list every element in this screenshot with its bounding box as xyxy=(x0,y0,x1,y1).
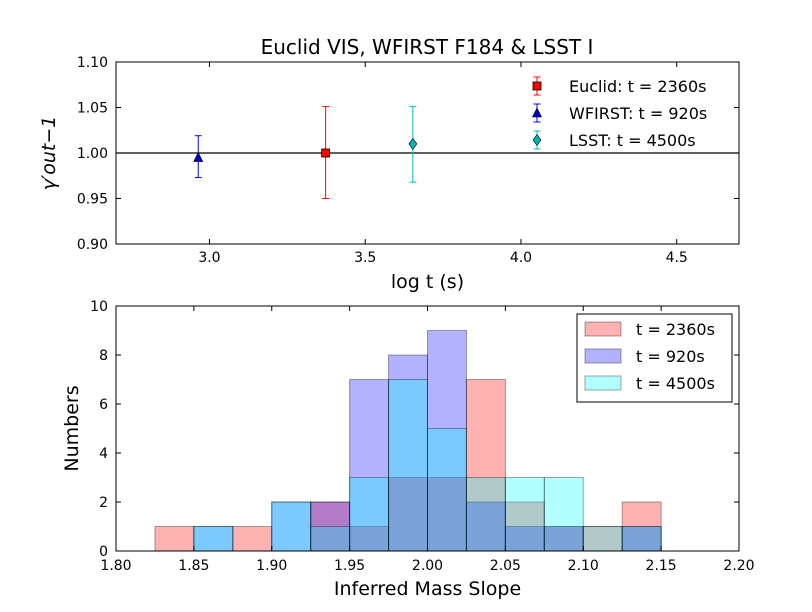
x-tick-label: 1.80 xyxy=(100,558,131,574)
histogram-bar xyxy=(543,526,584,552)
histogram-bar xyxy=(543,526,584,552)
legend-label: t = 920s xyxy=(636,347,705,366)
legend-box xyxy=(576,313,733,403)
top-errorbar-chart: 3.0 3.5 4.0 4.5 0.90 0.95 1.00 1.05 1.10 log t (s… xyxy=(38,55,740,293)
legend-label: t = 2360s xyxy=(636,320,715,339)
legend-label: Euclid: t = 2360s xyxy=(569,77,706,96)
y-tick-label: 1.00 xyxy=(77,146,108,162)
data-point xyxy=(408,137,418,150)
data-point xyxy=(193,151,204,162)
histogram-bar xyxy=(582,526,623,552)
x-axis-label: log t (s) xyxy=(391,271,464,293)
histogram-bar xyxy=(193,526,234,552)
histogram-bar xyxy=(621,526,662,552)
histogram-bar xyxy=(388,477,428,552)
y-tick-label: 10 xyxy=(90,299,108,315)
chart-title: Euclid VIS, WFIRST F184 & LSST I xyxy=(261,35,594,59)
x-tick-label: 1.90 xyxy=(256,558,287,574)
y-tick-label: 0.95 xyxy=(77,192,108,208)
legend-label: WFIRST: t = 920s xyxy=(569,104,707,123)
legend-marker xyxy=(532,107,542,118)
histogram-bar xyxy=(465,477,506,552)
y-tick-label: 1.05 xyxy=(77,101,108,117)
legend-label: t = 4500s xyxy=(636,374,715,393)
x-tick-label: 2.05 xyxy=(490,558,521,574)
histogram-bar xyxy=(427,477,467,552)
histogram-bar xyxy=(310,501,351,552)
histogram-bar xyxy=(193,526,234,552)
histogram-bar xyxy=(388,354,428,552)
histogram-bar xyxy=(504,477,545,552)
y-tick-label: 0 xyxy=(99,544,108,560)
data-point xyxy=(321,148,331,158)
histogram-bar xyxy=(271,501,312,552)
histogram-bar xyxy=(232,526,273,552)
y-axis-label: γ′out−1 xyxy=(38,116,60,191)
y-tick-label: 6 xyxy=(99,397,108,413)
histogram-bar xyxy=(154,526,195,552)
x-tick-label: 3.5 xyxy=(354,250,376,266)
histogram-bar xyxy=(349,477,390,552)
histogram-bar xyxy=(388,379,428,552)
legend-swatch xyxy=(584,321,622,337)
legend-swatch xyxy=(584,375,622,391)
histogram-bar xyxy=(465,501,506,552)
histogram-bar xyxy=(310,501,351,552)
x-tick-label: 2.00 xyxy=(412,558,443,574)
y-tick-label: 0.90 xyxy=(77,237,108,253)
y-tick-label: 2 xyxy=(99,495,108,511)
histogram-bar xyxy=(543,477,584,552)
y-axis-label: Numbers xyxy=(61,385,83,471)
histogram-bar xyxy=(621,526,662,552)
histogram-bar xyxy=(427,428,467,552)
histogram-bar xyxy=(582,526,623,552)
x-tick-label: 2.20 xyxy=(723,558,754,574)
x-tick-label: 4.5 xyxy=(666,250,688,266)
x-tick-label: 1.85 xyxy=(178,558,209,574)
histogram-bar xyxy=(349,379,390,552)
x-tick-label: 2.10 xyxy=(568,558,599,574)
legend-label: LSST: t = 4500s xyxy=(569,131,696,150)
legend-marker xyxy=(532,133,542,147)
x-axis-label: Inferred Mass Slope xyxy=(334,578,521,600)
y-tick-label: 4 xyxy=(99,446,108,462)
histogram-bar xyxy=(465,379,506,552)
y-tick-label: 8 xyxy=(99,348,108,364)
histogram-bar xyxy=(271,501,312,552)
legend-swatch xyxy=(584,348,622,364)
legend-marker xyxy=(532,81,542,91)
bottom-histogram-chart: 1.80 1.85 1.90 1.95 2.00 2.05 2.10 2.15 2.20 0 2 4 6… xyxy=(61,299,755,600)
histogram-bar xyxy=(310,526,351,552)
x-tick-label: 2.15 xyxy=(646,558,677,574)
x-tick-label: 4.0 xyxy=(510,250,532,266)
histogram-bar xyxy=(621,501,662,552)
x-tick-label: 1.95 xyxy=(334,558,365,574)
y-tick-label: 1.10 xyxy=(77,55,108,71)
x-tick-label: 3.0 xyxy=(198,250,220,266)
